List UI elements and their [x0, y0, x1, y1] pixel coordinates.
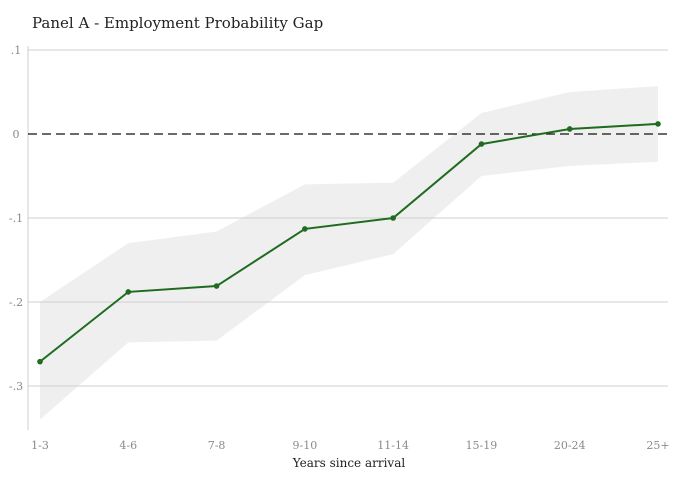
x-tick-label: 4-6 — [119, 439, 137, 452]
y-tick-label: 0 — [13, 128, 20, 141]
y-tick-label: -.1 — [9, 212, 23, 225]
y-tick-label: -.2 — [9, 296, 23, 309]
data-point — [566, 126, 573, 132]
data-point — [37, 358, 43, 365]
data-point — [125, 289, 132, 295]
chart-title: Panel A - Employment Probability Gap — [32, 14, 324, 32]
series-line — [39, 122, 659, 363]
x-tick-label: 7-8 — [208, 439, 226, 452]
tick-labels-layer: .1 0 -.1 -.2 -.3 1-3 4-6 7-8 9-10 11-14 15-19 20-24… — [9, 44, 670, 452]
confidence-band — [40, 86, 658, 420]
x-tick-label: 1-3 — [31, 439, 49, 452]
x-axis-label: Years since arrival — [292, 456, 406, 470]
data-point — [478, 141, 485, 147]
x-tick-label: 25+ — [646, 439, 669, 452]
data-point — [390, 215, 396, 221]
x-tick-label: 15-19 — [466, 439, 498, 452]
x-tick-label: 11-14 — [377, 439, 409, 452]
y-tick-label: .1 — [11, 44, 22, 57]
series-layer — [37, 121, 661, 365]
data-point — [213, 283, 220, 289]
data-point — [655, 121, 661, 127]
confidence-band-layer — [40, 86, 658, 420]
y-tick-label: -.3 — [9, 380, 23, 393]
x-tick-label: 9-10 — [292, 439, 317, 452]
gridlines-layer — [28, 49, 668, 387]
x-tick-label: 20-24 — [554, 439, 586, 452]
data-point — [302, 226, 308, 232]
